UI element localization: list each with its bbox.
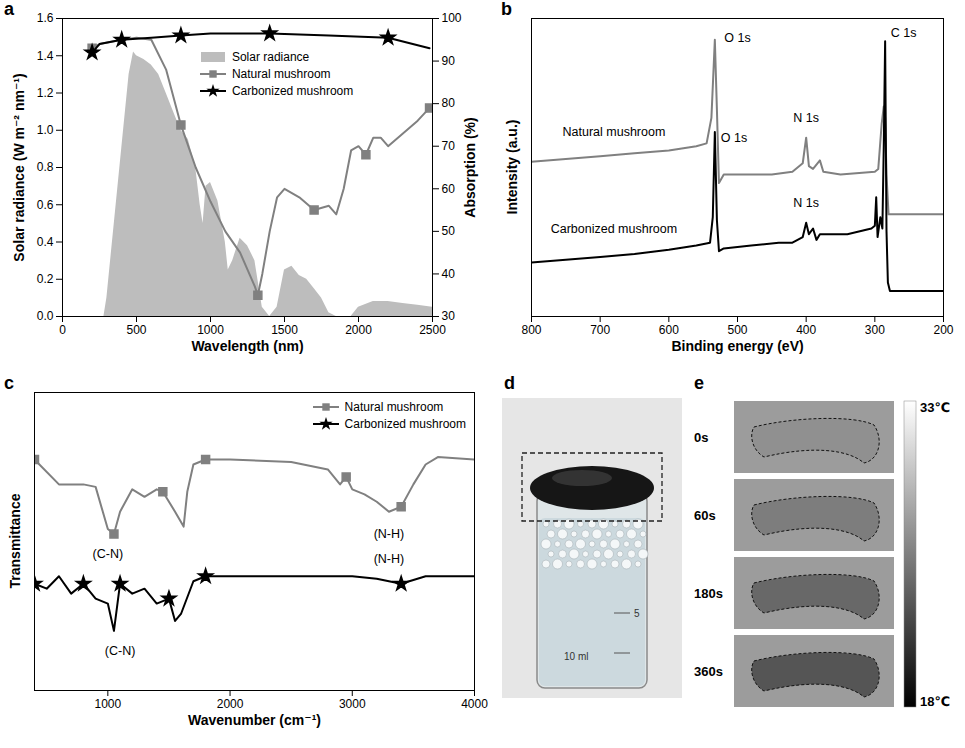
svg-text:3000: 3000 <box>339 697 366 711</box>
svg-text:(C-N): (C-N) <box>93 547 124 561</box>
svg-text:1.4: 1.4 <box>37 49 54 63</box>
svg-text:2000: 2000 <box>217 697 244 711</box>
html-text:d: d <box>504 373 515 393</box>
svg-text:180s: 180s <box>694 586 723 601</box>
svg-text:0: 0 <box>59 323 66 337</box>
svg-text:300: 300 <box>865 323 885 337</box>
svg-text:O 1s: O 1s <box>724 31 750 45</box>
svg-text:700: 700 <box>590 323 610 337</box>
svg-text:18℃: 18℃ <box>920 694 950 709</box>
svg-text:0.4: 0.4 <box>37 235 54 249</box>
svg-text:60: 60 <box>442 182 456 196</box>
svg-text:1000: 1000 <box>94 697 121 711</box>
svg-text:4000: 4000 <box>461 697 488 711</box>
svg-text:(N-H): (N-H) <box>374 552 405 566</box>
svg-text:1000: 1000 <box>197 323 224 337</box>
svg-text:O 1s: O 1s <box>721 131 747 145</box>
svg-text:400: 400 <box>796 323 816 337</box>
svg-text:(C-N): (C-N) <box>105 644 136 658</box>
html-text:Carbonized mushroom: Carbonized mushroom <box>344 416 466 431</box>
svg-text:2000: 2000 <box>345 323 372 337</box>
svg-text:Absorption (%): Absorption (%) <box>462 117 478 217</box>
svg-text:10 ml: 10 ml <box>564 651 588 662</box>
html-text:Solar radiance: Solar radiance <box>231 49 310 64</box>
svg-text:1500: 1500 <box>271 323 298 337</box>
html-text:b: b <box>501 0 512 19</box>
svg-text:C 1s: C 1s <box>891 26 917 40</box>
svg-text:N 1s: N 1s <box>793 196 819 210</box>
html-text:a: a <box>4 0 14 19</box>
svg-text:60s: 60s <box>694 508 716 523</box>
svg-text:0.6: 0.6 <box>37 198 54 212</box>
svg-text:2500: 2500 <box>419 323 446 337</box>
svg-text:600: 600 <box>659 323 679 337</box>
svg-text:1.6: 1.6 <box>37 11 54 25</box>
svg-text:5: 5 <box>634 608 640 619</box>
html-text:Intensity (a.u.): Intensity (a.u.) <box>504 119 520 215</box>
svg-text:500: 500 <box>126 323 146 337</box>
svg-text:Wavenumber (cm⁻¹): Wavenumber (cm⁻¹) <box>188 712 321 728</box>
svg-text:50: 50 <box>442 224 456 238</box>
html-text:c: c <box>4 373 14 393</box>
svg-text:40: 40 <box>442 267 456 281</box>
html-text:Carbonized mushroom: Carbonized mushroom <box>231 83 354 98</box>
svg-text:0s: 0s <box>694 430 708 445</box>
svg-text:90: 90 <box>442 54 456 68</box>
svg-text:1.2: 1.2 <box>37 86 54 100</box>
svg-text:70: 70 <box>442 139 456 153</box>
html-text:Natural mushroom: Natural mushroom <box>344 399 444 414</box>
svg-text:N 1s: N 1s <box>793 111 819 125</box>
svg-text:1.0: 1.0 <box>37 123 54 137</box>
svg-text:0.2: 0.2 <box>37 272 54 286</box>
svg-text:360s: 360s <box>694 664 723 679</box>
svg-text:500: 500 <box>727 323 747 337</box>
svg-text:Wavelength (nm): Wavelength (nm) <box>191 338 303 354</box>
svg-text:0.8: 0.8 <box>37 160 54 174</box>
svg-text:Solar radiance (W m⁻² nm⁻¹): Solar radiance (W m⁻² nm⁻¹) <box>11 73 27 261</box>
svg-text:Binding energy (eV): Binding energy (eV) <box>671 338 803 354</box>
svg-text:Natural mushroom: Natural mushroom <box>562 125 665 139</box>
html-text:Transmittance: Transmittance <box>7 493 23 589</box>
svg-text:30: 30 <box>442 309 456 323</box>
svg-text:Carbonized mushroom: Carbonized mushroom <box>551 222 677 236</box>
svg-text:80: 80 <box>442 96 456 110</box>
svg-text:200: 200 <box>933 323 953 337</box>
html-text:e: e <box>694 373 704 393</box>
html-text:Natural mushroom: Natural mushroom <box>231 66 331 81</box>
svg-text:0.0: 0.0 <box>37 309 54 323</box>
svg-text:33℃: 33℃ <box>920 400 950 415</box>
svg-text:100: 100 <box>442 11 462 25</box>
svg-text:800: 800 <box>521 323 541 337</box>
svg-text:(N-H): (N-H) <box>374 527 405 541</box>
